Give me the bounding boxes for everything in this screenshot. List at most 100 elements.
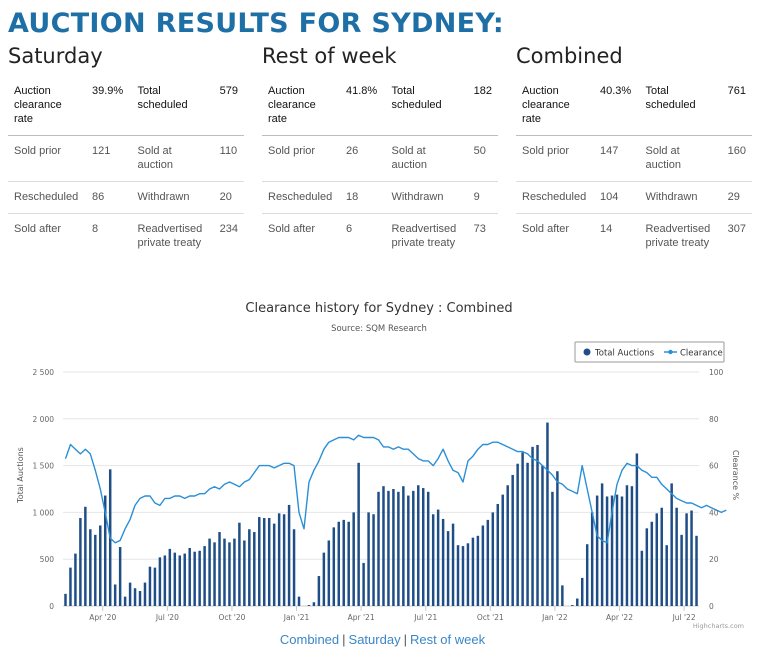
bar (412, 490, 415, 606)
bar (198, 550, 201, 606)
stat-value: 6 (346, 223, 353, 235)
bar (74, 553, 77, 606)
chart-credits[interactable]: Highcharts.com (693, 622, 744, 630)
stat-label: Rescheduled (522, 191, 587, 203)
y-tick-label: 1 500 (33, 462, 55, 471)
bar (407, 495, 410, 606)
bar (377, 491, 380, 606)
x-tick-label: Oct '20 (218, 613, 245, 622)
chart-subtitle: Source: SQM Research (331, 324, 427, 334)
bar (640, 550, 644, 606)
bar (506, 485, 509, 606)
bar (476, 535, 480, 606)
bar (94, 534, 97, 606)
table-row: Auction clearance rate 40.3% Total sched… (516, 76, 752, 136)
bar (173, 552, 177, 606)
bar (228, 542, 231, 606)
bar (645, 528, 649, 606)
table-row: Auction clearance rate 41.8% Total sched… (262, 76, 498, 136)
bar (158, 557, 162, 606)
stat-label: Total scheduled (391, 85, 442, 111)
table-row: Rescheduled 104 Withdrawn 29 (516, 182, 752, 214)
gridlines (63, 371, 699, 607)
panel-heading: Saturday (8, 44, 103, 68)
bar (322, 552, 326, 606)
table-row: Sold prior 26 Sold at auction 50 (262, 136, 498, 182)
bar (287, 504, 291, 606)
legend-label-total-auctions[interactable]: Total Auctions (594, 349, 655, 359)
bar (347, 521, 350, 606)
bar (69, 567, 72, 606)
stat-label: Sold at auction (391, 145, 427, 171)
bar (342, 519, 345, 606)
bar (670, 483, 673, 606)
stat-value: 50 (473, 145, 486, 157)
link-rest-of-week[interactable]: Rest of week (409, 632, 486, 647)
bar (277, 513, 281, 606)
bar (372, 514, 375, 606)
bar (605, 496, 609, 606)
link-saturday[interactable]: Saturday (348, 632, 401, 647)
panel-rest-of-week: Rest of week Auction clearance rate 41.8… (262, 44, 498, 259)
bar (635, 453, 639, 606)
stat-value: 39.9% (92, 85, 124, 97)
bar (233, 538, 236, 606)
y2-axis-title: Clearance % (731, 450, 740, 501)
table-row: Sold prior 147 Sold at auction 160 (516, 136, 752, 182)
bar (113, 584, 117, 606)
panel-heading: Rest of week (262, 44, 397, 68)
bar (312, 602, 316, 606)
bar (183, 553, 186, 606)
stat-value: 147 (600, 145, 619, 157)
x-tick-label: Apr '20 (89, 613, 116, 622)
panel-saturday: Saturday Auction clearance rate 39.9% To… (8, 44, 244, 259)
stat-label: Rescheduled (14, 191, 79, 203)
bar (223, 538, 226, 606)
stat-label: Sold at auction (645, 145, 681, 171)
bar (317, 576, 321, 606)
table-row: Auction clearance rate 39.9% Total sched… (8, 76, 244, 136)
bar (496, 503, 500, 606)
chart-title: Clearance history for Sydney : Combined (245, 301, 512, 316)
bar (546, 422, 549, 606)
stat-value: 73 (473, 223, 486, 235)
bar (680, 534, 683, 606)
bar (481, 525, 485, 606)
bar (690, 510, 693, 606)
stat-label: Withdrawn (137, 191, 190, 203)
bar (630, 486, 634, 606)
stat-label: Sold at auction (137, 145, 173, 171)
table-row: Sold prior 121 Sold at auction 110 (8, 136, 244, 182)
footer-separator: | (403, 632, 407, 647)
stat-label: Sold prior (268, 145, 316, 157)
y-axis-title: Total Auctions (16, 447, 25, 504)
legend-label-clearance[interactable]: Clearance (680, 349, 723, 359)
stat-label: Withdrawn (645, 191, 698, 203)
x-tick-label: Oct '21 (477, 613, 504, 622)
bar (456, 545, 460, 606)
stat-value: 104 (600, 191, 619, 203)
bar (655, 513, 659, 606)
stat-label: Readvertised private treaty (645, 223, 711, 249)
x-tick-label: Apr '21 (348, 613, 375, 622)
legend[interactable]: Total Auctions Clearance (574, 341, 725, 363)
x-tick-label: Jan '21 (283, 613, 310, 622)
bar-series (64, 422, 698, 606)
bar (282, 514, 286, 606)
stat-value: 579 (219, 85, 238, 97)
y2-tick-label: 0 (709, 602, 714, 611)
bar (337, 521, 341, 606)
bar (531, 446, 534, 606)
bar (521, 452, 524, 606)
stat-value: 8 (92, 223, 99, 235)
bar (446, 531, 450, 606)
stat-label: Auction clearance rate (522, 85, 570, 125)
bar (382, 486, 385, 606)
x-tick-label: Jan '22 (541, 613, 568, 622)
bar (362, 562, 365, 606)
x-tick-label: Apr '22 (606, 613, 633, 622)
bar (571, 605, 574, 606)
x-tick-label: Jul '20 (155, 613, 179, 622)
link-combined[interactable]: Combined (279, 632, 340, 647)
panel-heading: Combined (516, 44, 623, 68)
